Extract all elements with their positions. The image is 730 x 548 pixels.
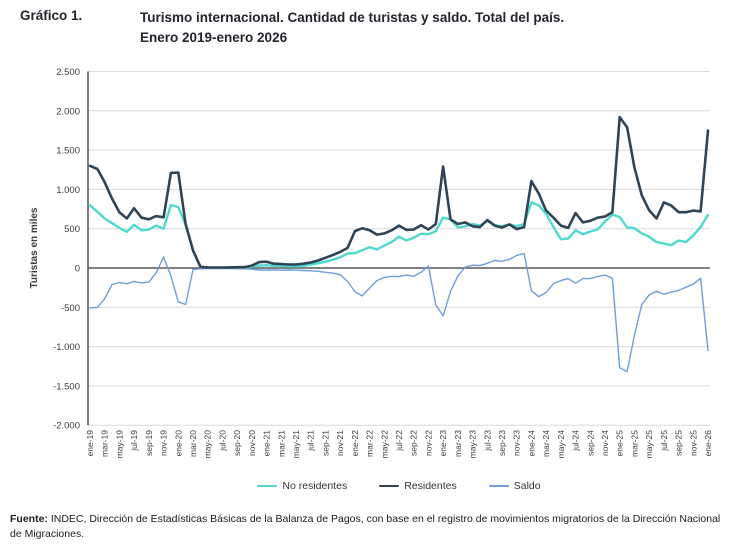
x-tick-label: may-23 — [468, 430, 478, 459]
y-tick-label: 1.500 — [56, 146, 80, 157]
x-tick-label: jul-24 — [571, 430, 581, 452]
legend-item-no-residentes: No residentes — [257, 480, 347, 492]
x-tick-label: may-22 — [379, 430, 389, 459]
chart-title-line1: Turismo internacional. Cantidad de turis… — [140, 10, 565, 25]
x-tick-label: sep-24 — [585, 430, 595, 456]
x-tick-label: jul-20 — [217, 430, 227, 452]
legend-swatch-residentes-icon — [379, 484, 400, 488]
y-tick-label: 1.000 — [56, 185, 80, 196]
x-tick-label: ene-22 — [350, 430, 360, 457]
footer-source: Fuente: INDEC, Dirección de Estadísticas… — [10, 512, 722, 542]
x-tick-label: nov-20 — [247, 430, 257, 456]
x-tick-label: ene-23 — [438, 430, 448, 457]
x-tick-label: mar-20 — [188, 430, 198, 457]
y-axis-title: Turistas en miles — [29, 207, 40, 289]
legend-item-saldo: Saldo — [488, 480, 541, 492]
x-tick-label: sep-19 — [144, 430, 154, 456]
x-tick-label: ene-19 — [85, 430, 95, 457]
x-tick-label: mar-23 — [453, 430, 463, 457]
x-tick-label: jul-19 — [129, 430, 139, 452]
legend-swatch-no-residentes-icon — [257, 484, 278, 488]
x-tick-label: nov-21 — [335, 430, 345, 456]
x-tick-label: sep-22 — [409, 430, 419, 456]
x-tick-label: ene-24 — [526, 430, 536, 457]
x-tick-label: mar-22 — [365, 430, 375, 457]
x-tick-label: nov-19 — [159, 430, 169, 456]
y-tick-label: 2.000 — [56, 106, 80, 117]
x-tick-label: ene-26 — [703, 430, 713, 457]
y-tick-label: -500 — [61, 303, 80, 314]
legend: No residentes Residentes Saldo — [88, 480, 710, 492]
x-tick-label: ene-20 — [173, 430, 183, 457]
footer-source-label: Fuente: — [10, 513, 48, 525]
y-tick-label: -1.500 — [53, 381, 80, 392]
y-tick-label: 2.500 — [56, 67, 80, 78]
tourism-chart: 2.500 2.000 1.500 1.000 500 0 -500 -1.000 -1.500… — [53, 67, 713, 459]
x-tick-label: jul-21 — [306, 430, 316, 452]
series-line-residentes — [88, 115, 710, 269]
y-tick-label: 0 — [75, 264, 80, 275]
x-tick-label: nov-22 — [423, 430, 433, 456]
x-tick-label: mar-25 — [629, 430, 639, 457]
y-tick-label: -2.000 — [53, 421, 80, 432]
footer-source-text: INDEC, Dirección de Estadísticas Básicas… — [10, 513, 721, 541]
x-tick-label: may-24 — [556, 430, 566, 459]
x-tick-label: may-19 — [114, 430, 124, 459]
x-tick-label: may-21 — [291, 430, 301, 459]
x-tick-label: may-25 — [644, 430, 654, 459]
x-tick-label: mar-21 — [276, 430, 286, 457]
chart-title-line2: Enero 2019-enero 2026 — [140, 30, 288, 45]
x-tick-label: mar-24 — [541, 430, 551, 457]
x-tick-label: sep-23 — [497, 430, 507, 456]
x-tick-label: sep-25 — [674, 430, 684, 456]
series-line-saldo — [89, 252, 709, 373]
legend-item-residentes: Residentes — [379, 480, 457, 492]
legend-label-residentes: Residentes — [404, 480, 457, 492]
x-tick-label: mar-19 — [100, 430, 110, 457]
x-tick-label: jul-25 — [659, 430, 669, 452]
x-tick-label: may-20 — [203, 430, 213, 459]
y-tick-label: 500 — [64, 224, 80, 235]
x-tick-label: sep-21 — [320, 430, 330, 456]
legend-label-no-residentes: No residentes — [282, 480, 348, 492]
chart-title: Turismo internacional. Cantidad de turis… — [140, 8, 715, 48]
x-tick-label: nov-25 — [688, 430, 698, 456]
x-tick-label: ene-21 — [262, 430, 272, 457]
legend-swatch-saldo-icon — [488, 485, 509, 487]
figure-label: Gráfico 1. — [20, 8, 83, 23]
legend-label-saldo: Saldo — [513, 480, 541, 492]
x-tick-label: sep-20 — [232, 430, 242, 456]
plot-area: 2.500 2.000 1.500 1.000 500 0 -500 -1.000 -1.500… — [0, 60, 730, 470]
x-tick-label: ene-25 — [615, 430, 625, 457]
x-tick-label: nov-23 — [512, 430, 522, 456]
x-tick-label: jul-22 — [394, 430, 404, 452]
x-tick-label: nov-24 — [600, 430, 610, 456]
x-tick-label: jul-23 — [482, 430, 492, 452]
y-tick-label: -1.000 — [53, 342, 80, 353]
